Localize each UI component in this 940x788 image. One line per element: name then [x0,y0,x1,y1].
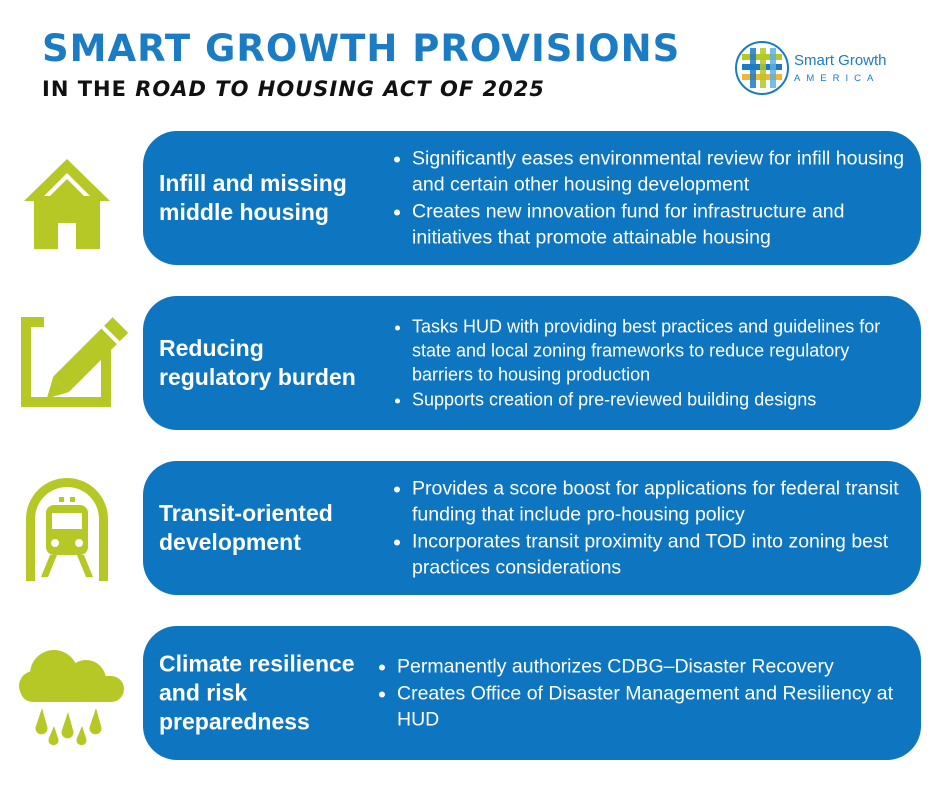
pencil-checkbox-icon [20,300,134,410]
bullet-item: Supports creation of pre-reviewed buildi… [412,388,909,412]
bullet-list: Tasks HUD with providing best practices … [388,314,909,413]
logo-sub: AMERICA [794,73,880,84]
bullet-item: Permanently authorizes CDBG–Disaster Rec… [397,654,909,680]
section-card-climate: Climate resilience and risk preparedness… [143,626,921,760]
bullet-list: Permanently authorizes CDBG–Disaster Rec… [373,653,909,734]
section-title: Climate resilience and risk preparedness [159,650,355,735]
train-icon [20,473,114,581]
section-card-infill: Infill and missing middle housing Signif… [143,131,921,265]
smart-growth-america-logo: Smart Growth AMERICA [734,40,904,98]
subtitle-prefix: IN THE [42,77,127,101]
bullet-item: Provides a score boost for applications … [412,476,909,528]
page-subtitle: IN THE ROAD TO HOUSING ACT OF 2025 [42,77,545,101]
logo-name: Smart Growth [794,52,887,69]
section-title: Transit-oriented development [159,500,333,555]
bullet-list: Significantly eases environmental review… [388,145,909,252]
bullet-item: Tasks HUD with providing best practices … [412,315,909,387]
bullet-item: Creates new innovation fund for infrastr… [412,199,909,251]
act-name: ROAD TO HOUSING ACT OF 2025 [135,77,545,101]
section-card-transit: Transit-oriented development Provides a … [143,461,921,595]
logo-mark-icon [735,41,789,95]
page-title: SMART GROWTH PROVISIONS [42,27,681,70]
rain-cloud-icon [14,646,126,746]
house-icon [20,155,114,253]
section-title: Reducing regulatory burden [159,335,356,390]
bullet-list: Provides a score boost for applications … [388,475,909,582]
section-card-regulatory: Reducing regulatory burden Tasks HUD wit… [143,296,921,430]
bullet-item: Incorporates transit proximity and TOD i… [412,529,909,581]
bullet-item: Creates Office of Disaster Management an… [397,681,909,733]
section-title: Infill and missing middle housing [159,170,347,225]
bullet-item: Significantly eases environmental review… [412,146,909,198]
